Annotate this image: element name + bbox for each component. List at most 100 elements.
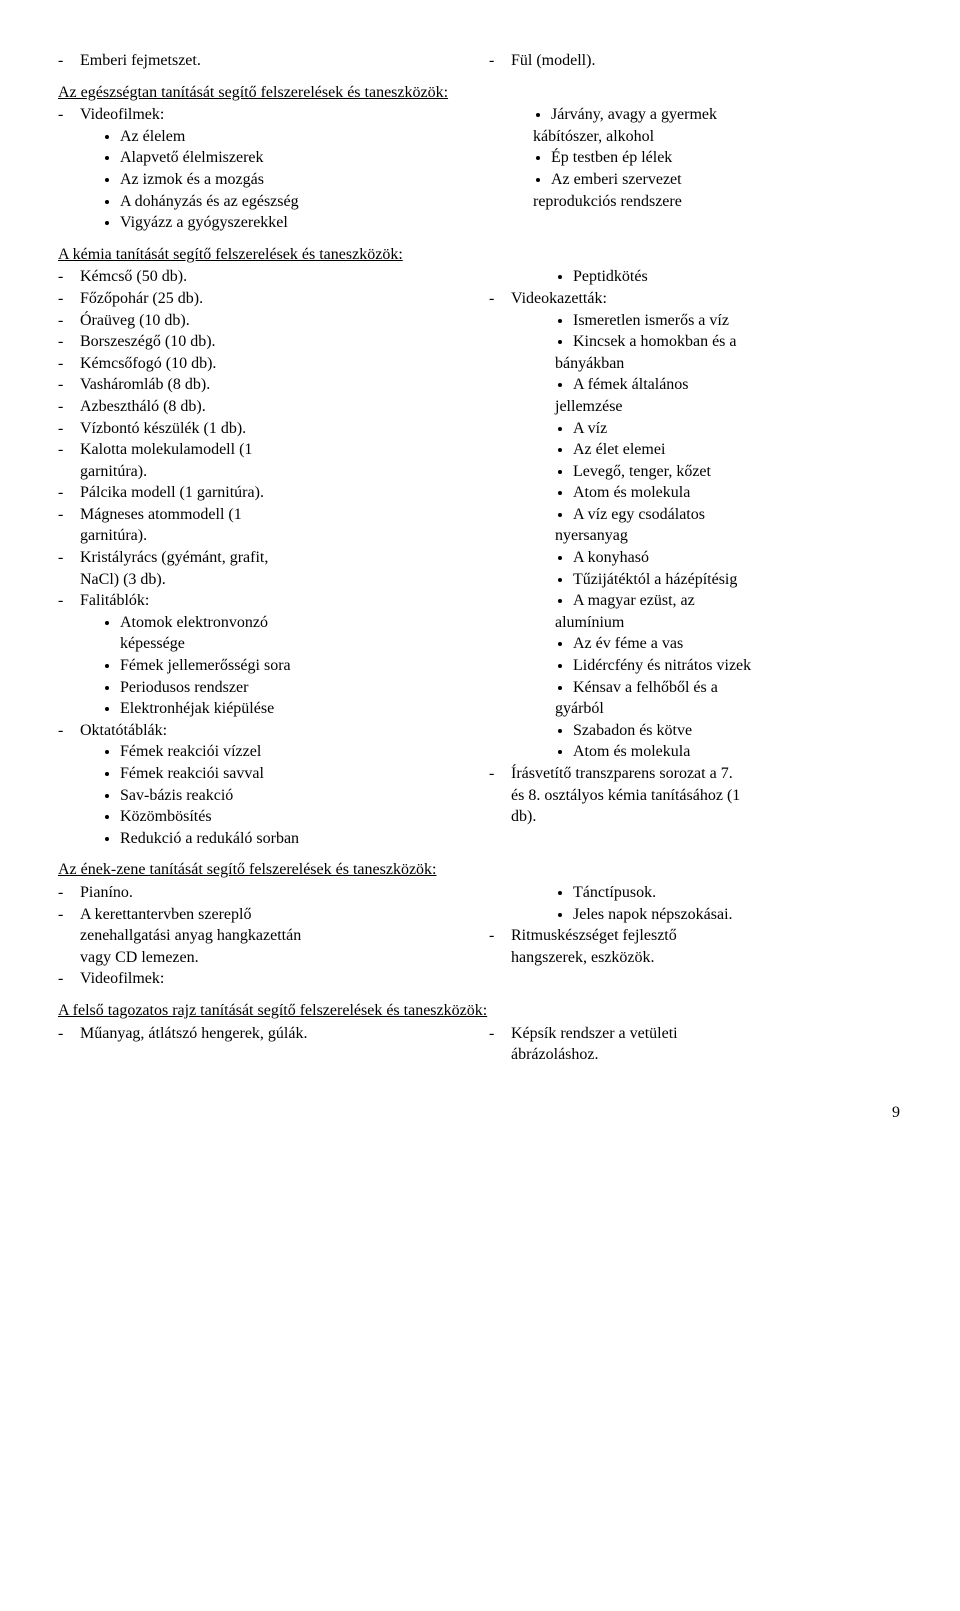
bullet-item: Kénsav a felhőből és agyárból — [573, 677, 900, 720]
bullet-item: Periodusos rendszer — [120, 677, 469, 699]
list-item: -Kémcső (50 db). — [58, 266, 469, 288]
text: Vasháromláb (8 db). — [80, 374, 469, 396]
text: Kémcső (50 db). — [80, 266, 469, 288]
art-columns: -Műanyag, átlátszó hengerek, gúlák. -Kép… — [58, 1023, 900, 1066]
bullet-item: Levegő, tenger, kőzet — [573, 461, 900, 483]
bullet-item: A víz egy csodálatosnyersanyag — [573, 504, 900, 547]
text: Az emberi szervezet — [551, 171, 682, 188]
bullet-item: Az élelem — [120, 126, 469, 148]
text: Pianíno. — [80, 882, 469, 904]
section-heading-art: A felső tagozatos rajz tanítását segítő … — [58, 1000, 900, 1022]
list-item: -Videofilmek: — [58, 104, 469, 126]
text: Falitáblók: — [80, 590, 469, 612]
bullet-item: Közömbösítés — [120, 806, 469, 828]
bullet-list: Járvány, avagy a gyermek kábítószer, alko… — [489, 104, 900, 212]
list-item: -Azbesztháló (8 db). — [58, 396, 469, 418]
bullet-list: Tánctípusok. Jeles napok népszokásai. — [489, 882, 900, 925]
text: Vízbontó készülék (1 db). — [80, 418, 469, 440]
list-item: -Kalotta molekulamodell (1garnitúra). — [58, 439, 469, 482]
bullet-item: Az emberi szervezetreprodukciós rendszer… — [551, 169, 900, 212]
health-right: Járvány, avagy a gyermek kábítószer, alko… — [489, 104, 900, 234]
bullet-item: Sav-bázis reakció — [120, 785, 469, 807]
bullet-list: Atomok elektronvonzóképessége Fémek jell… — [58, 612, 469, 720]
list-item: -Videokazetták: — [489, 288, 900, 310]
music-left: -Pianíno. -A kerettantervben szereplőzen… — [58, 882, 469, 990]
text: Borszeszégő (10 db). — [80, 331, 469, 353]
dash: - — [58, 50, 80, 72]
bullet-item: Ismeretlen ismerős a víz — [573, 310, 900, 332]
text: A kerettantervben szereplőzenehallgatási… — [80, 904, 469, 969]
text: Főzőpohár (25 db). — [80, 288, 469, 310]
text: Műanyag, átlátszó hengerek, gúlák. — [80, 1023, 469, 1045]
art-right: -Képsík rendszer a vetületiábrázoláshoz. — [489, 1023, 900, 1066]
section-heading-chemistry: A kémia tanítását segítő felszerelések é… — [58, 244, 900, 266]
bullet-list: Fémek reakciói vízzel Fémek reakciói sav… — [58, 741, 469, 849]
bullet-item: Kincsek a homokban és abányákban — [573, 331, 900, 374]
bullet-item: Vigyázz a gyógyszerekkel — [120, 212, 469, 234]
bullet-item: Fémek reakciói savval — [120, 763, 469, 785]
list-item: -Borszeszégő (10 db). — [58, 331, 469, 353]
bullet-item: Tűzijátéktól a házépítésig — [573, 569, 900, 591]
health-columns: -Videofilmek: Az élelem Alapvető élelmis… — [58, 104, 900, 234]
health-left: -Videofilmek: Az élelem Alapvető élelmis… — [58, 104, 469, 234]
text: Írásvetítő transzparens sorozat a 7.és 8… — [511, 763, 900, 828]
dash: - — [489, 50, 511, 72]
text: Kémcsőfogó (10 db). — [80, 353, 469, 375]
text: Oktatótáblák: — [80, 720, 469, 742]
list-item: -A kerettantervben szereplőzenehallgatás… — [58, 904, 469, 969]
bullet-list: Ismeretlen ismerős a víz Kincsek a homok… — [489, 310, 900, 763]
bullet-item: Az év féme a vas — [573, 633, 900, 655]
page-number: 9 — [58, 1102, 900, 1124]
section-heading-health: Az egészségtan tanítását segítő felszere… — [58, 82, 900, 104]
bullet-item: Szabadon és kötve — [573, 720, 900, 742]
text: Képsík rendszer a vetületiábrázoláshoz. — [511, 1023, 900, 1066]
list-item: -Mágneses atommodell (1garnitúra). — [58, 504, 469, 547]
text: Kalotta molekulamodell (1garnitúra). — [80, 439, 469, 482]
bullet-item: Fémek jellemerősségi sora — [120, 655, 469, 677]
bullet-item: Fémek reakciói vízzel — [120, 741, 469, 763]
list-item: -Kristályrács (gyémánt, grafit,NaCl) (3 … — [58, 547, 469, 590]
text: A víz egy csodálatos — [573, 506, 705, 523]
chemistry-right: Peptidkötés -Videokazetták: Ismeretlen i… — [489, 266, 900, 849]
text: jellemzése — [555, 398, 623, 415]
bullet-item: Lidércfény és nitrátos vizek — [573, 655, 900, 677]
list-item: -Videofilmek: — [58, 968, 469, 990]
music-columns: -Pianíno. -A kerettantervben szereplőzen… — [58, 882, 900, 990]
bullet-item: A magyar ezüst, azalumínium — [573, 590, 900, 633]
list-item: -Falitáblók: — [58, 590, 469, 612]
text: Atomok elektronvonzó — [120, 614, 268, 631]
text: Mágneses atommodell (1garnitúra). — [80, 504, 469, 547]
list-item: -Képsík rendszer a vetületiábrázoláshoz. — [489, 1023, 900, 1066]
text: Videofilmek: — [80, 968, 469, 990]
text: A fémek általános — [573, 376, 689, 393]
list-item: -Óraüveg (10 db). — [58, 310, 469, 332]
list-item: -Pálcika modell (1 garnitúra). — [58, 482, 469, 504]
bullet-item: A víz — [573, 418, 900, 440]
chemistry-left: -Kémcső (50 db). -Főzőpohár (25 db). -Ór… — [58, 266, 469, 849]
bullet-list: Az élelem Alapvető élelmiszerek Az izmok… — [58, 126, 469, 234]
text: Ritmuskészséget fejlesztőhangszerek, esz… — [511, 925, 900, 968]
text: A magyar ezüst, az — [573, 592, 695, 609]
list-item: -Főzőpohár (25 db). — [58, 288, 469, 310]
bullet-item: Az élet elemei — [573, 439, 900, 461]
list-item: -Írásvetítő transzparens sorozat a 7.és … — [489, 763, 900, 828]
text: Kristályrács (gyémánt, grafit,NaCl) (3 d… — [80, 547, 469, 590]
bullet-item: Tánctípusok. — [573, 882, 900, 904]
text: Járvány, avagy a gyermek — [551, 106, 717, 123]
bullet-item: A konyhasó — [573, 547, 900, 569]
bullet-item: Redukció a redukáló sorban — [120, 828, 469, 850]
text: alumínium — [555, 614, 624, 631]
text: kábítószer, alkohol — [533, 128, 654, 145]
text: nyersanyag — [555, 527, 628, 544]
text: gyárból — [555, 700, 604, 717]
bullet-item: A fémek általánosjellemzése — [573, 374, 900, 417]
list-item: -Pianíno. — [58, 882, 469, 904]
text: Videofilmek: — [80, 104, 469, 126]
bullet-item: Ép testben ép lélek — [551, 147, 900, 169]
music-right: Tánctípusok. Jeles napok népszokásai. -R… — [489, 882, 900, 990]
list-item: - Fül (modell). — [489, 50, 900, 72]
list-item: - Emberi fejmetszet. — [58, 50, 469, 72]
list-item: -Vasháromláb (8 db). — [58, 374, 469, 396]
text: Óraüveg (10 db). — [80, 310, 469, 332]
list-item: -Műanyag, átlátszó hengerek, gúlák. — [58, 1023, 469, 1045]
